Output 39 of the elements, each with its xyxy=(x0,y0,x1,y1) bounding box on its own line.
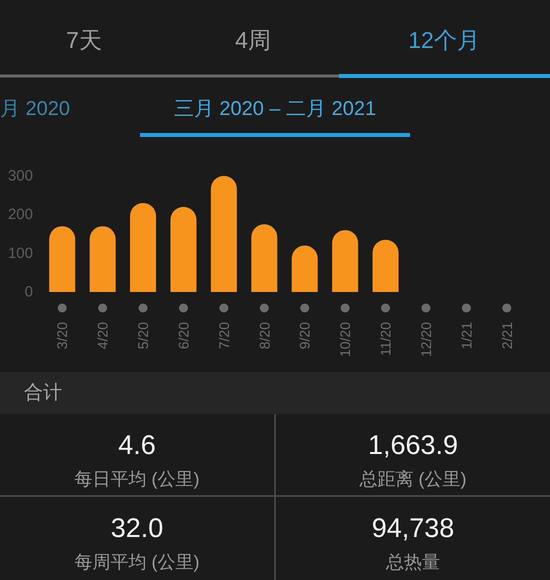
bar xyxy=(90,226,116,292)
text: 32.0 xyxy=(110,513,164,543)
x-tick-label: 9/20 xyxy=(296,322,313,350)
text: 每周平均 (公里) xyxy=(74,552,200,572)
bar xyxy=(130,202,156,292)
x-tick-label: 11/20 xyxy=(378,322,394,356)
text: 4.6 xyxy=(118,430,156,460)
y-tick-label: 200 xyxy=(8,206,33,224)
bar xyxy=(170,206,196,292)
x-tick-label: 7/20 xyxy=(216,322,232,350)
x-tick-label: 3/20 xyxy=(54,322,70,350)
text: 月 2020 xyxy=(0,98,70,120)
text: 4周 xyxy=(235,27,271,53)
x-tick-label: 1/21 xyxy=(458,322,474,350)
y-tick-label: 100 xyxy=(8,244,33,262)
y-tick-label: 300 xyxy=(8,167,33,184)
text: 总热量 xyxy=(385,552,440,572)
x-tick-label: 12/20 xyxy=(418,322,434,358)
text: 94,738 xyxy=(372,513,454,543)
x-tick-label: 8/20 xyxy=(256,322,272,350)
bar xyxy=(292,246,318,292)
text: 7天 xyxy=(66,27,102,53)
text: 每日平均 (公里) xyxy=(74,469,200,489)
text: 合计 xyxy=(24,382,62,404)
bar xyxy=(332,230,358,292)
x-tick-label: 10/20 xyxy=(337,322,354,358)
bar xyxy=(49,226,76,292)
x-tick-label: 2/21 xyxy=(498,322,515,350)
bar xyxy=(372,240,399,292)
text: 总距离 (公里) xyxy=(358,469,466,489)
y-tick-label: 0 xyxy=(24,284,33,300)
text: 1,663.9 xyxy=(368,430,458,460)
chart-title: 三月 2020 – 二月 2021 xyxy=(174,98,376,120)
x-tick-label: 5/20 xyxy=(135,322,152,350)
bar xyxy=(210,176,237,292)
text: 12个月 xyxy=(408,27,480,53)
x-tick-label: 4/20 xyxy=(94,322,111,350)
bar xyxy=(251,224,278,292)
x-tick-label: 6/20 xyxy=(175,322,192,350)
